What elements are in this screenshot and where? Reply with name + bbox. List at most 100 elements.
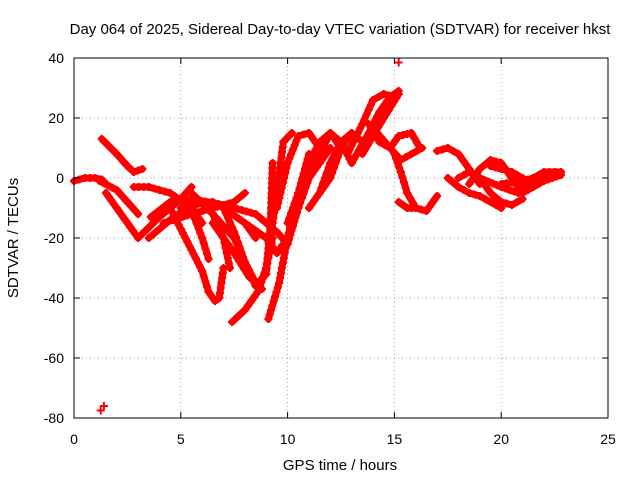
data-series-s40	[518, 168, 566, 191]
data-point-marker	[287, 150, 296, 158]
data-point-marker	[319, 141, 328, 150]
data-point-marker	[398, 173, 407, 182]
data-point-marker	[286, 231, 295, 239]
data-point-marker	[176, 204, 185, 212]
data-point-marker	[214, 227, 223, 236]
data-point-marker	[221, 236, 230, 245]
data-point-marker	[217, 231, 226, 240]
data-point-marker	[358, 150, 367, 158]
data-point-marker	[228, 223, 237, 232]
data-point-marker	[198, 234, 207, 242]
data-series-s16	[187, 195, 292, 248]
data-point-marker	[245, 222, 254, 230]
data-point-marker	[484, 177, 493, 186]
x-tick-label: 0	[70, 431, 78, 447]
data-point-marker	[231, 233, 240, 241]
data-point-marker	[278, 179, 287, 187]
data-point-marker	[283, 219, 292, 227]
data-point-marker	[307, 169, 316, 178]
data-point-marker	[331, 159, 340, 167]
data-point-marker	[513, 171, 522, 179]
data-point-marker	[351, 132, 360, 141]
data-point-marker	[267, 306, 276, 314]
data-point-marker	[362, 110, 371, 119]
data-point-marker	[75, 175, 84, 184]
data-point-marker	[253, 288, 262, 296]
data-point-marker	[174, 220, 183, 229]
data-point-marker	[173, 214, 182, 223]
data-point-marker	[510, 187, 519, 196]
data-point-marker	[233, 238, 242, 246]
data-point-marker	[335, 149, 344, 157]
data-point-marker	[283, 133, 292, 142]
data-point-marker	[108, 146, 117, 155]
y-tick-label: -20	[44, 230, 64, 246]
data-point-marker	[160, 187, 169, 196]
data-point-marker	[273, 283, 282, 292]
data-point-marker	[288, 222, 297, 230]
data-series-s30	[373, 129, 427, 164]
data-series-s4	[102, 189, 143, 242]
data-point-marker	[250, 292, 259, 301]
data-point-marker	[371, 116, 380, 125]
data-point-marker	[185, 241, 194, 250]
data-point-marker	[242, 207, 251, 216]
data-point-marker	[465, 189, 474, 197]
data-point-marker	[221, 208, 230, 217]
data-point	[99, 402, 108, 410]
data-point-marker	[284, 235, 293, 244]
data-point-marker	[497, 165, 506, 173]
data-point-marker	[545, 169, 554, 178]
data-point-marker	[181, 233, 190, 242]
data-point-marker	[264, 254, 273, 262]
data-point	[394, 58, 403, 67]
data-point-marker	[225, 218, 234, 227]
data-point-marker	[104, 181, 113, 190]
data-series-s11	[159, 189, 249, 227]
data-point-marker	[413, 139, 422, 147]
data-point-marker	[210, 297, 219, 305]
data-point-marker	[491, 201, 500, 209]
data-point-marker	[294, 204, 303, 212]
data-point-marker	[264, 315, 273, 323]
data-point-marker	[129, 168, 138, 176]
data-point-marker	[364, 105, 373, 114]
data-series-s3	[97, 135, 147, 176]
data-point-marker	[178, 229, 187, 238]
data-point-marker	[459, 186, 468, 194]
data-point-marker	[398, 201, 407, 209]
data-point-marker	[361, 145, 370, 154]
data-point-marker	[309, 164, 318, 173]
data-point-marker	[223, 213, 232, 222]
data-point-marker	[443, 144, 452, 152]
data-point-marker	[313, 154, 322, 163]
data-point-marker	[263, 259, 272, 267]
data-point-marker	[237, 248, 246, 256]
data-point-marker	[343, 150, 352, 158]
y-tick-label: 20	[48, 110, 64, 126]
data-point-marker	[345, 145, 354, 154]
data-point-marker	[433, 192, 442, 200]
data-point-marker	[155, 186, 164, 194]
data-point-marker	[187, 246, 196, 254]
data-point-marker	[534, 180, 543, 188]
data-point-marker	[260, 268, 269, 277]
data-point-marker	[262, 264, 271, 272]
data-point-marker	[279, 138, 288, 146]
data-point-marker	[268, 301, 277, 310]
data-point-marker	[299, 130, 308, 139]
data-series-s8	[166, 204, 228, 305]
data-series-s29	[364, 120, 425, 152]
data-point-marker	[297, 194, 306, 202]
data-point-marker	[211, 223, 220, 232]
data-point-marker	[418, 144, 427, 152]
data-series-s28	[358, 90, 403, 158]
data-point-marker	[333, 154, 342, 162]
data-point-marker	[350, 154, 359, 163]
y-tick-label: 0	[56, 170, 64, 186]
data-point-marker	[159, 219, 168, 227]
data-point-marker	[247, 272, 256, 281]
data-point-marker	[202, 282, 211, 291]
data-point-marker	[454, 174, 463, 182]
